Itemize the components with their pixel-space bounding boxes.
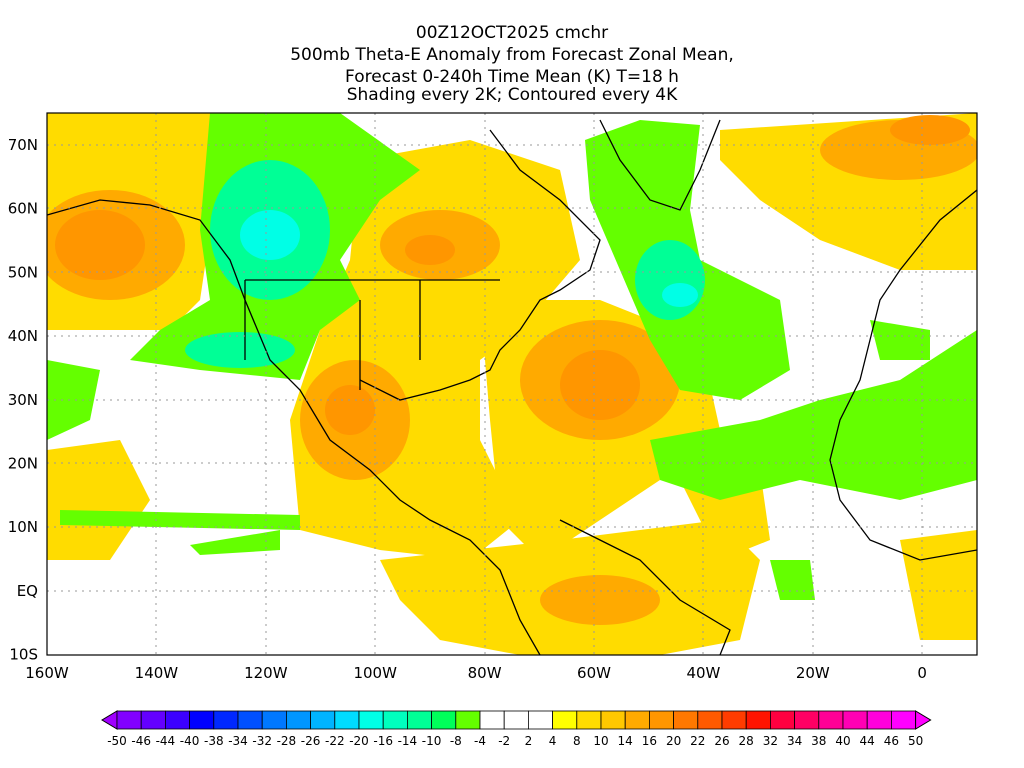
colorbar-box	[697, 710, 723, 730]
lat-label: 20N	[8, 455, 38, 473]
colorbar-label: 44	[860, 734, 875, 748]
colorbar-box	[770, 710, 796, 730]
colorbar-label: 4	[549, 734, 557, 748]
lon-label: 160W	[25, 664, 69, 682]
colorbar-label: -20	[349, 734, 369, 748]
colorbar-box	[237, 710, 263, 730]
colorbar-box	[600, 710, 626, 730]
colorbar-box	[334, 710, 360, 730]
lon-label: 140W	[135, 664, 179, 682]
colorbar-box	[891, 710, 917, 730]
shading-field	[47, 113, 977, 655]
title-line-4: Shading every 2K; Contoured every 4K	[346, 85, 678, 105]
colorbar-box	[818, 710, 844, 730]
colorbar-label: 38	[811, 734, 826, 748]
lon-label: 40W	[686, 664, 720, 682]
lat-label: 10N	[8, 518, 38, 536]
colorbar-label: 2	[525, 734, 533, 748]
lon-label: 120W	[244, 664, 288, 682]
colorbar-label: -16	[373, 734, 393, 748]
colorbar-box	[189, 710, 215, 730]
colorbar-box	[479, 710, 505, 730]
colorbar-box	[624, 710, 650, 730]
lat-label: 30N	[8, 391, 38, 409]
colorbar-box	[164, 710, 190, 730]
colorbar-label: 46	[884, 734, 899, 748]
colorbar-label: -50	[107, 734, 127, 748]
colorbar-label: 8	[573, 734, 581, 748]
colorbar-label: 28	[739, 734, 754, 748]
colorbar-box	[140, 710, 166, 730]
colorbar-box	[673, 710, 699, 730]
title-line-2: 500mb Theta-E Anomaly from Forecast Zona…	[290, 45, 734, 65]
colorbar-label: 10	[593, 734, 608, 748]
lat-label: 70N	[8, 136, 38, 154]
colorbar-label: 40	[835, 734, 850, 748]
colorbar-label: -32	[252, 734, 272, 748]
colorbar-box	[358, 710, 384, 730]
colorbar-box	[261, 710, 287, 730]
colorbar-label: 26	[714, 734, 729, 748]
colorbar-low-arrow	[101, 710, 118, 730]
colorbar-label: -34	[228, 734, 248, 748]
map-frame	[46, 112, 978, 656]
colorbar-label: -8	[450, 734, 462, 748]
colorbar-label: -14	[398, 734, 418, 748]
lon-label: 100W	[353, 664, 397, 682]
colorbar-label: -26	[301, 734, 321, 748]
colorbar-box	[406, 710, 432, 730]
colorbar-box	[794, 710, 820, 730]
colorbar: -50 -46 -44 -40 -38 -34 -32 -28 -26 -22 -20 -16 -14-…	[101, 710, 932, 748]
colorbar-label: -38	[204, 734, 224, 748]
lon-label: 0	[917, 664, 927, 682]
colorbar-box	[455, 710, 481, 730]
colorbar-box	[649, 710, 675, 730]
lon-label: 60W	[577, 664, 611, 682]
colorbar-box	[745, 710, 771, 730]
colorbar-label: 14	[618, 734, 633, 748]
title-line-3: Forecast 0-240h Time Mean (K) T=18 h	[345, 67, 679, 87]
colorbar-label: -44	[156, 734, 176, 748]
colorbar-box	[866, 710, 892, 730]
colorbar-label: -40	[180, 734, 200, 748]
colorbar-box	[213, 710, 239, 730]
colorbar-box	[721, 710, 747, 730]
colorbar-box	[431, 710, 457, 730]
colorbar-label: 34	[787, 734, 802, 748]
lat-label: 60N	[8, 200, 38, 218]
title-line-1: 00Z12OCT2025 cmchr	[415, 23, 609, 43]
graticule	[47, 113, 977, 655]
colorbar-label: 50	[908, 734, 923, 748]
colorbar-label: 32	[763, 734, 778, 748]
colorbar-label: 22	[690, 734, 705, 748]
colorbar-label: -2	[498, 734, 510, 748]
colorbar-label: -46	[131, 734, 151, 748]
colorbar-box	[116, 710, 142, 730]
colorbar-box	[285, 710, 311, 730]
lat-label: 40N	[8, 327, 38, 345]
colorbar-box	[503, 710, 529, 730]
lat-label: 50N	[8, 263, 38, 281]
colorbar-box	[576, 710, 602, 730]
colorbar-high-arrow	[915, 710, 932, 730]
colorbar-box	[528, 710, 554, 730]
lon-label: 20W	[796, 664, 830, 682]
colorbar-label: -10	[422, 734, 442, 748]
colorbar-label: 20	[666, 734, 681, 748]
lon-label: 80W	[468, 664, 502, 682]
colorbar-box	[310, 710, 336, 730]
lat-label: EQ	[17, 582, 38, 600]
colorbar-box	[552, 710, 578, 730]
colorbar-box	[382, 710, 408, 730]
lat-label: 10S	[9, 646, 38, 664]
colorbar-box	[842, 710, 868, 730]
colorbar-label: -4	[474, 734, 486, 748]
colorbar-label: -22	[325, 734, 345, 748]
colorbar-label: -28	[277, 734, 297, 748]
colorbar-label: 16	[642, 734, 657, 748]
